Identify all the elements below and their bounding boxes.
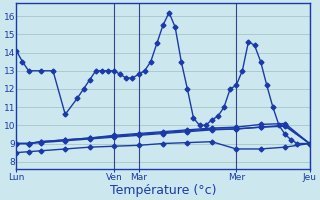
X-axis label: Température (°c): Température (°c) [110, 184, 216, 197]
